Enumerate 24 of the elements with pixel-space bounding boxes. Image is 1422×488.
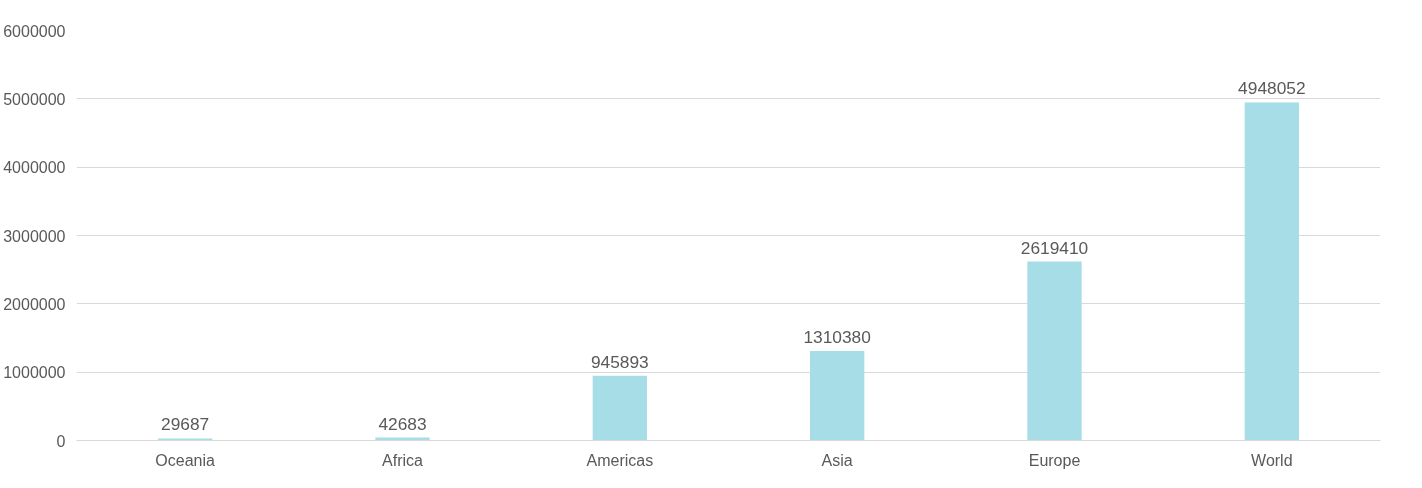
bar: [592, 375, 647, 441]
x-tick-label: Africa: [382, 451, 424, 469]
y-tick-label: 5000000: [3, 90, 66, 108]
x-tick-label: Americas: [586, 451, 654, 469]
y-tick-label: 2000000: [3, 295, 66, 313]
x-tick-label: World: [1251, 451, 1293, 469]
bar: [810, 350, 865, 441]
y-tick-label: 3000000: [3, 227, 66, 245]
bar: [1244, 102, 1299, 441]
x-tick-label: Europe: [1028, 451, 1081, 469]
data-label: 945893: [590, 351, 649, 372]
y-tick-label: 1000000: [3, 364, 66, 382]
y-tick-label: 0: [56, 432, 66, 450]
data-label: 4948052: [1238, 78, 1306, 99]
bar: [1027, 261, 1082, 441]
x-tick-label: Asia: [821, 451, 853, 469]
data-label: 2619410: [1020, 237, 1089, 258]
y-tick-label: 4000000: [3, 159, 66, 177]
data-label: 42683: [378, 413, 427, 434]
data-label: 1310380: [803, 326, 871, 347]
bar: [158, 438, 213, 441]
x-tick-label: Oceania: [155, 451, 216, 469]
data-label: 29687: [161, 414, 210, 435]
y-tick-label: 6000000: [3, 22, 66, 40]
